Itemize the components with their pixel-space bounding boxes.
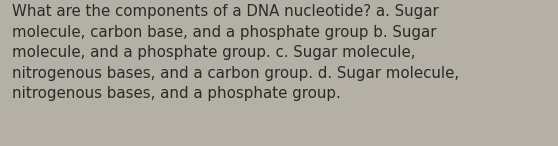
Text: What are the components of a DNA nucleotide? a. Sugar
molecule, carbon base, and: What are the components of a DNA nucleot… (12, 4, 459, 101)
